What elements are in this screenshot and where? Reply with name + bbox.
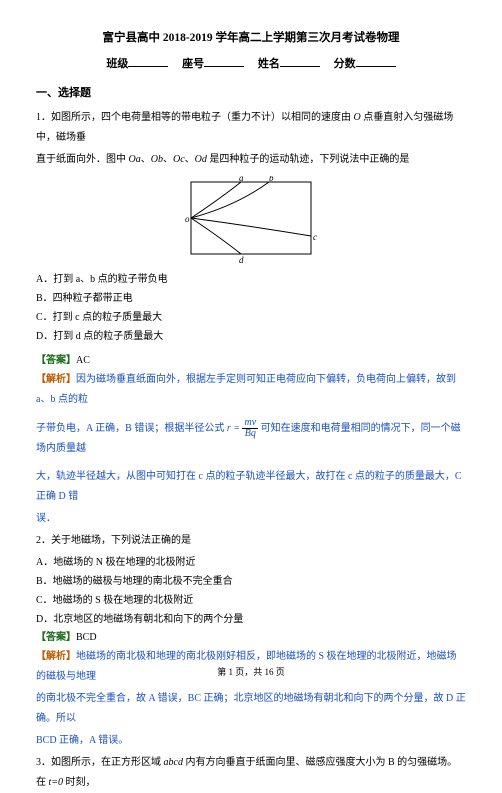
score-label: 分数 — [334, 58, 356, 70]
q2-option-c: C．地磁场的 S 极在地理的北极附近 — [36, 591, 466, 610]
class-blank — [128, 55, 168, 67]
q2-option-b: B．地磁场的磁极与地理的南北极不完全重合 — [36, 572, 466, 591]
section-heading-1: 一、选择题 — [36, 84, 466, 104]
answer-label: 【答案】 — [36, 355, 76, 366]
q2-explain-line3: BCD 正确，A 错误。 — [36, 731, 466, 751]
q1-option-c: C．打到 c 点的粒子质量最大 — [36, 308, 466, 327]
q1-answer-line: 【答案】AC — [36, 352, 466, 370]
q1-formula-lhs: r = — [227, 423, 240, 434]
q1-stem-part1: 1．如图所示，四个电荷量相等的带电粒子（重力不计）以相同的速度由 — [36, 112, 354, 123]
q1-stem-line2: 直于纸面向外．图中 Oa、Ob、Oc、Od 是四种粒子的运动轨迹，下列说法中正确… — [36, 150, 466, 170]
q1-oc: Oc — [173, 154, 185, 165]
q1-explain-line3: 大，轨迹半径越大，从图中可知打在 c 点的粒子轨迹半径最大，故打在 c 点的粒子… — [36, 467, 466, 507]
answer-label-2: 【答案】 — [36, 632, 76, 643]
q2-stem: 2．关于地磁场，下列说法正确的是 — [36, 531, 466, 551]
name-blank — [280, 55, 320, 67]
explain-label: 【解析】 — [36, 374, 76, 385]
q1-option-b: B．四种粒子都带正电 — [36, 289, 466, 308]
seat-blank — [204, 55, 244, 67]
q1-answer: AC — [76, 355, 90, 366]
q1-stem-part3: 直于纸面向外．图中 — [36, 154, 129, 165]
fig-label-o: o — [185, 214, 190, 224]
page-footer: 第 1 页，共 16 页 — [0, 664, 502, 680]
q2-answer: BCD — [76, 632, 97, 643]
q1-ob: Ob — [151, 154, 163, 165]
score-blank — [356, 55, 396, 67]
q1-od: Od — [195, 154, 207, 165]
q1-formula-den: Bq — [242, 429, 258, 439]
q1-oa: Oa — [129, 154, 141, 165]
q3-stem: 3．如图所示，在正方形区域 abcd 内有方向垂直于纸面向里、磁感应强度大小为 … — [36, 753, 466, 793]
q1-explain-line1: 【解析】因为磁场垂直纸面向外，根据左手定则可知正电荷应向下偏转，负电荷向上偏转，… — [36, 370, 466, 410]
q2-option-d: D．北京地区的地磁场有朝北和向下的两个分量 — [36, 610, 466, 629]
q1-option-a: A．打到 a、b 点的粒子带负电 — [36, 270, 466, 289]
header-fields: 班级 座号 姓名 分数 — [36, 55, 466, 75]
q1-explain-line4: 误． — [36, 509, 466, 529]
q3-stem-1: 3．如图所示，在正方形区域 — [36, 757, 164, 768]
fig-label-d: d — [239, 255, 244, 264]
doc-title: 富宁县高中 2018-2019 学年高二上学期第三次月考试卷物理 — [36, 28, 466, 49]
q3-abcd: abcd — [164, 757, 183, 768]
explain-label-2: 【解析】 — [36, 651, 76, 662]
q1-explain-2a: 子带负电，A 正确，B 错误；根据半径公式 — [36, 423, 227, 434]
q1-stem-part4: 是四种粒子的运动轨迹，下列说法中正确的是 — [207, 154, 410, 165]
q1-formula-frac: mvBq — [242, 418, 258, 439]
q3-stem-3: 时刻， — [63, 777, 96, 788]
q3-t0: t=0 — [49, 777, 64, 788]
q2-answer-line: 【答案】BCD — [36, 629, 466, 647]
q1-stem: 1．如图所示，四个电荷量相等的带电粒子（重力不计）以相同的速度由 O 点垂直射入… — [36, 108, 466, 148]
fig-label-c: c — [313, 232, 317, 242]
q1-explain-line2: 子带负电，A 正确，B 错误；根据半径公式 r = mvBq 可知在速度和电荷量… — [36, 418, 466, 459]
q1-figure: o a b c d — [181, 176, 321, 264]
fig-label-b: b — [269, 176, 274, 183]
seat-label: 座号 — [182, 58, 204, 70]
class-label: 班级 — [106, 58, 128, 70]
name-label: 姓名 — [258, 58, 280, 70]
q1-point-o: O — [354, 112, 361, 123]
q2-explain-line2: 的南北极不完全重合，故 A 错误，BC 正确；北京地区的地磁场有朝北和向下的两个… — [36, 689, 466, 729]
fig-label-a: a — [239, 176, 244, 183]
q1-explain-1: 因为磁场垂直纸面向外，根据左手定则可知正电荷应向下偏转，负电荷向上偏转，故到 a… — [36, 374, 456, 405]
q1-option-d: D．打到 d 点的粒子质量最大 — [36, 327, 466, 346]
q2-option-a: A．地磁场的 N 极在地理的北极附近 — [36, 553, 466, 572]
